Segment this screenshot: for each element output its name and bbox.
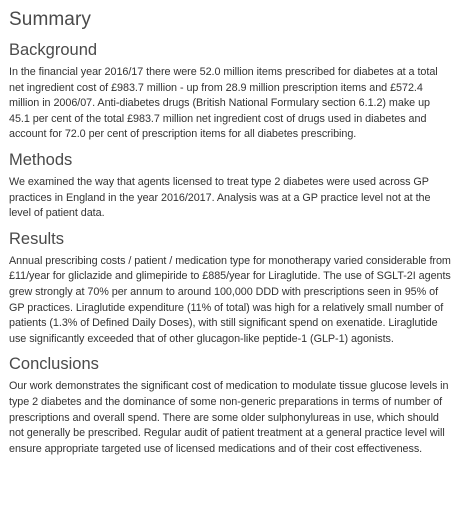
summary-page: Summary Background In the financial year… (9, 9, 451, 457)
section-heading-methods: Methods (9, 150, 73, 169)
section-conclusions: Conclusions Our work demonstrates the si… (9, 354, 451, 457)
section-results: Results Annual prescribing costs / patie… (9, 229, 451, 348)
section-heading-conclusions: Conclusions (9, 355, 99, 374)
section-methods: Methods We examined the way that agents … (9, 150, 451, 222)
section-body-background: In the financial year 2016/17 there were… (9, 66, 438, 141)
section-heading-background: Background (9, 41, 98, 59)
page-title: Summary (9, 9, 91, 30)
section-body-methods: We examined the way that agents licensed… (9, 175, 431, 220)
section-body-conclusions: Our work demonstrates the significant co… (9, 380, 449, 455)
section-background: Background In the financial year 2016/17… (9, 40, 451, 143)
section-heading-results: Results (9, 229, 65, 248)
section-body-results: Annual prescribing costs / patient / med… (9, 254, 451, 345)
